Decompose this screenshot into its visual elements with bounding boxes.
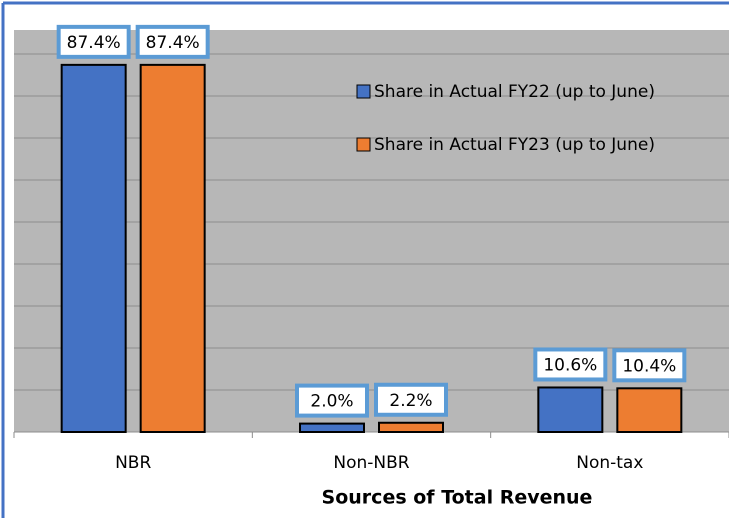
bar xyxy=(616,387,683,433)
x-tick-label: NBR xyxy=(115,453,151,473)
legend-swatch xyxy=(356,137,371,152)
data-label: 87.4% xyxy=(146,33,200,53)
data-label: 2.0% xyxy=(310,392,353,412)
legend-label: Share in Actual FY23 (up to June) xyxy=(374,135,655,155)
x-tick-label: Non-NBR xyxy=(333,453,409,473)
data-label-box xyxy=(295,383,369,418)
bar xyxy=(60,63,127,433)
bar xyxy=(139,63,206,433)
data-label-box xyxy=(135,24,210,59)
data-label-box xyxy=(56,24,131,59)
data-label: 87.4% xyxy=(67,33,121,53)
data-label-box xyxy=(374,382,448,417)
data-label: 10.4% xyxy=(622,356,676,376)
bar xyxy=(537,386,604,434)
data-label: 10.6% xyxy=(543,355,597,375)
legend-swatch xyxy=(356,84,371,99)
plot-area xyxy=(14,30,729,432)
bar xyxy=(299,422,365,434)
bar xyxy=(378,421,444,433)
legend-label: Share in Actual FY22 (up to June) xyxy=(374,82,655,102)
x-axis-title: Sources of Total Revenue xyxy=(322,487,593,509)
data-label-box xyxy=(533,347,608,382)
x-tick-label: Non-tax xyxy=(576,453,643,473)
data-label-box xyxy=(612,348,687,383)
data-label: 2.2% xyxy=(389,391,432,411)
